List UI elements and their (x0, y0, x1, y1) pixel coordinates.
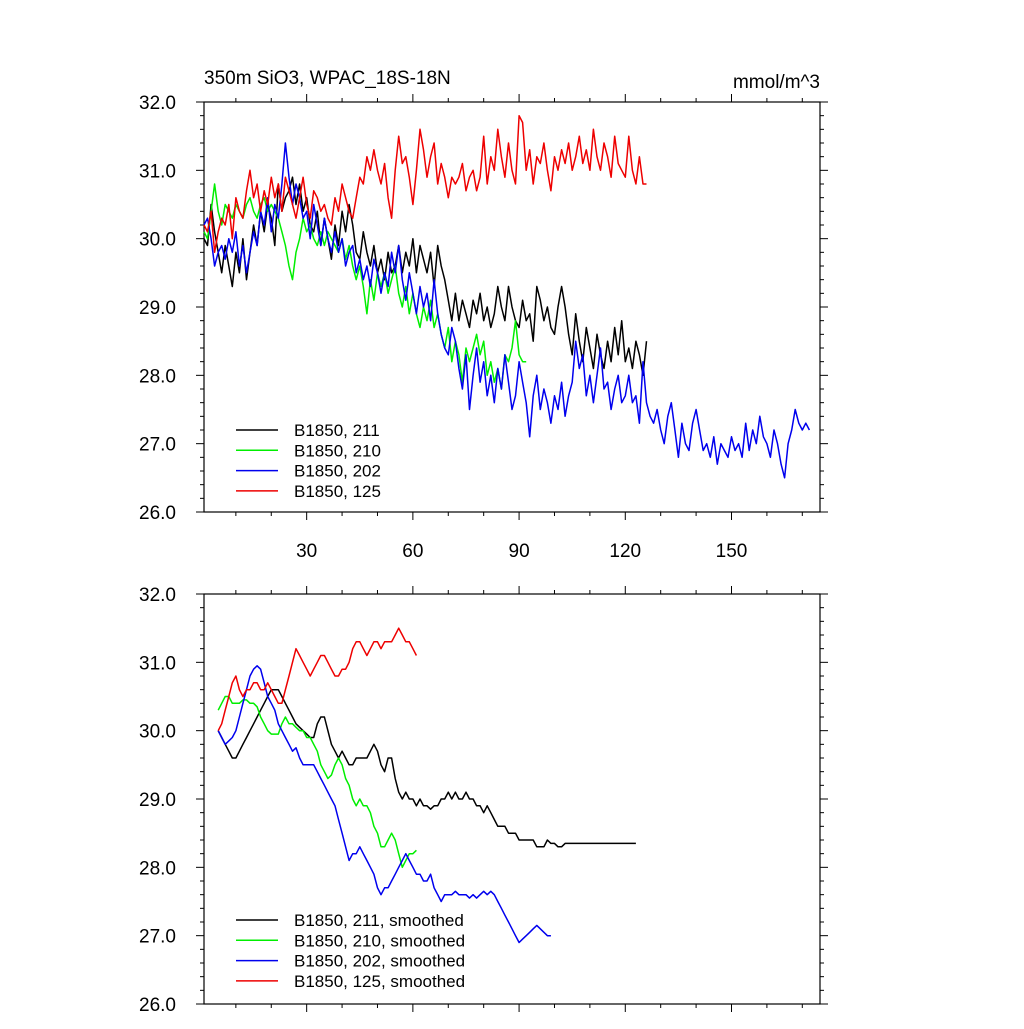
y-tick-label: 29.0 (139, 298, 176, 319)
y-tick-label: 30.0 (139, 722, 176, 743)
x-tick-label: 120 (609, 541, 641, 562)
x-tick-label: 150 (716, 541, 748, 562)
y-tick-label: 27.0 (139, 435, 176, 456)
series-line (217, 665, 551, 944)
legend-label: B1850, 211, smoothed (294, 911, 464, 930)
legend-label: B1850, 211 (294, 421, 380, 440)
series-line (217, 695, 417, 869)
panel-raw: 350m SiO3, WPAC_18S-18N mmol/m^3 26.0 27.… (139, 68, 828, 562)
series-line (203, 114, 647, 254)
legend-label: B1850, 202 (294, 462, 381, 481)
y-tick-label: 28.0 (139, 366, 176, 387)
legend-label: B1850, 210 (294, 441, 381, 460)
y-tick-label: 27.0 (139, 927, 176, 948)
series-line (203, 176, 648, 377)
y-tick-label: 29.0 (139, 790, 176, 811)
x-tick-label: 60 (402, 541, 423, 562)
legend-label: B1850, 125 (294, 482, 381, 501)
axes: 26.0 27.0 28.0 29.0 30.0 31.0 32.0 30 60 90 120 150 (139, 93, 828, 562)
series-line (203, 142, 811, 479)
series-line (217, 627, 418, 732)
x-tick-label: 30 (296, 541, 317, 562)
legend-label: B1850, 202, smoothed (294, 952, 465, 971)
panel-smoothed: 26.0 27.0 28.0 29.0 30.0 31.0 32.0 B1850, 211,… (139, 585, 828, 1016)
series-lines (217, 627, 636, 944)
legend-label: B1850, 210, smoothed (294, 931, 465, 950)
y-tick-label: 32.0 (139, 585, 176, 606)
axes: 26.0 27.0 28.0 29.0 30.0 31.0 32.0 (139, 585, 828, 1016)
y-tick-label: 28.0 (139, 858, 176, 879)
legend-label: B1850, 125, smoothed (294, 972, 465, 991)
units-label: mmol/m^3 (733, 72, 820, 93)
x-tick-label: 90 (509, 541, 530, 562)
series-line (217, 688, 636, 848)
y-tick-label: 32.0 (139, 93, 176, 114)
y-tick-label: 26.0 (139, 503, 176, 524)
chart-title: 350m SiO3, WPAC_18S-18N (204, 68, 451, 89)
series-lines (203, 114, 811, 479)
series-line (203, 183, 527, 390)
y-tick-label: 26.0 (139, 995, 176, 1016)
y-tick-label: 31.0 (139, 653, 176, 674)
y-tick-label: 30.0 (139, 230, 176, 251)
y-tick-label: 31.0 (139, 161, 176, 182)
